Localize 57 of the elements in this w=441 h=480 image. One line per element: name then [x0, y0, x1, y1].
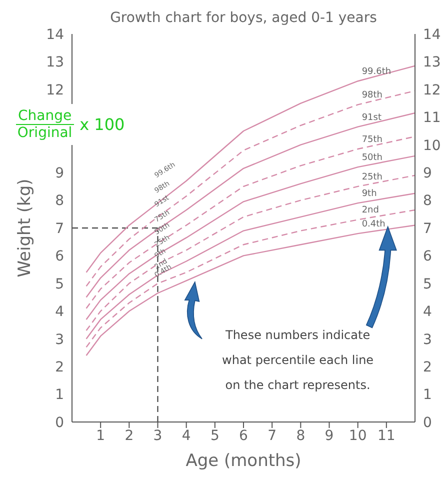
line-series — [86, 136, 415, 309]
y2-tick-label: 13 — [423, 54, 441, 71]
y-tick-label: 2 — [55, 359, 64, 376]
y-tick-label: 0 — [55, 414, 64, 431]
y2-tick-label: 0 — [423, 414, 432, 431]
y-tick-label: 9 — [55, 165, 64, 182]
x-tick-label: 4 — [182, 428, 191, 444]
y2-tick-label: 5 — [423, 276, 432, 292]
series-label: 0.4th — [362, 220, 386, 230]
y-tick-label: 3 — [55, 332, 64, 348]
x-tick-label: 7 — [268, 428, 277, 444]
annotation: These numbers indicate what percentile each line on the chart represents. — [222, 328, 374, 392]
y-tick-label: 1 — [55, 387, 64, 404]
series-label: 99.6th — [362, 67, 392, 78]
series-label: 91st — [362, 112, 382, 123]
y2-tick-label: 1 — [423, 387, 432, 404]
y-tick-label: 8 — [55, 193, 64, 210]
y2-tick-label: 8 — [423, 193, 432, 210]
x-tick-label: 10 — [348, 428, 367, 444]
x-tick-label: 9 — [324, 428, 334, 444]
y2-tick-label: 12 — [423, 82, 441, 98]
y-tick-label: 7 — [55, 220, 64, 237]
x-tick-label: 3 — [153, 428, 162, 444]
x-tick-label: 2 — [124, 428, 134, 444]
annotation: x 100 — [80, 115, 125, 134]
y2-tick-label: 7 — [423, 220, 432, 237]
x-tick-label: 5 — [210, 428, 220, 444]
series-label: 75th — [362, 135, 383, 146]
x-tick-label: 6 — [239, 428, 248, 444]
y2-tick-label: 14 — [423, 26, 441, 43]
series-label: 9th — [362, 189, 377, 200]
annotation: Original — [17, 125, 72, 141]
y2-tick-label: 11 — [423, 110, 441, 126]
y2-tick-label: 10 — [423, 138, 441, 154]
y-tick-label: 6 — [55, 248, 64, 265]
y-tick-label: 12 — [46, 82, 64, 98]
x-tick-label: 11 — [378, 428, 396, 444]
y-tick-label: 13 — [46, 54, 64, 71]
x-tick-label: 1 — [96, 428, 106, 444]
x-axis-title: Age (months) — [186, 451, 302, 471]
y2-tick-label: 6 — [423, 248, 432, 265]
line-series — [86, 155, 415, 320]
y-axis-title: Weight (kg) — [15, 178, 35, 278]
y2-tick-label: 2 — [423, 359, 432, 376]
y-tick-label: 4 — [55, 304, 64, 320]
series-label: 50th — [362, 153, 383, 164]
series-label: 2nd — [362, 206, 379, 216]
series-label: 25th — [362, 172, 383, 182]
y2-tick-label: 4 — [423, 304, 432, 320]
chart-title: Growth chart for boys, aged 0-1 years — [109, 10, 378, 26]
x-tick-label: 8 — [296, 428, 306, 444]
y-tick-label: 5 — [55, 276, 64, 292]
y2-tick-label: 9 — [423, 165, 432, 182]
y2-tick-label: 3 — [423, 332, 432, 348]
series-label: 98th — [362, 90, 383, 101]
y-tick-label: 14 — [46, 26, 64, 43]
text: Change — [16, 108, 74, 125]
